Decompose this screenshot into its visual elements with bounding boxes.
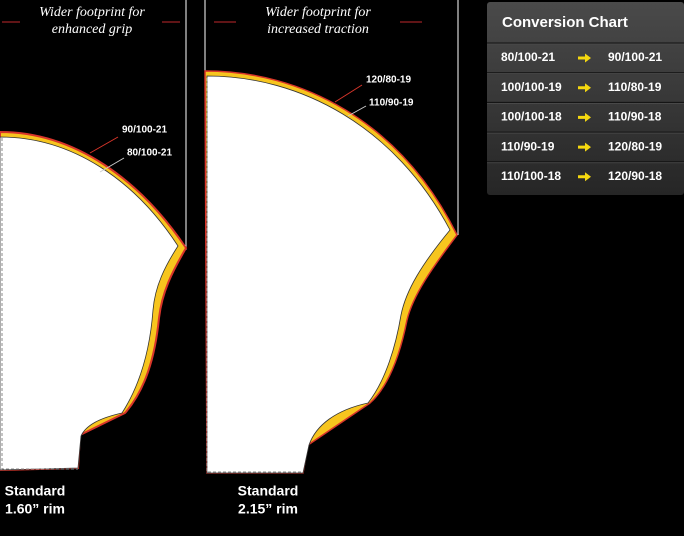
standard-tire — [206, 75, 451, 474]
to-size: 110/80-19 — [608, 80, 662, 94]
leader-line — [347, 105, 367, 117]
chart-panel — [487, 2, 684, 195]
from-size: 110/100-18 — [501, 169, 561, 183]
rim-outline — [206, 78, 302, 473]
tire-label: 90/100-21 — [122, 125, 167, 136]
leader-line — [334, 84, 363, 103]
standard-tire — [0, 136, 179, 471]
arrow — [578, 142, 591, 152]
arrow — [578, 112, 591, 122]
caption: Wider footprint for — [39, 5, 145, 20]
rim-outline — [1, 138, 78, 470]
to-size: 120/80-19 — [608, 139, 662, 153]
arrow — [578, 53, 591, 63]
conversion-chart: Conversion Chart 80/100-21 90/100-21 100/1… — [487, 2, 684, 195]
tire-label: 120/80-19 — [366, 75, 411, 86]
chart-title: Conversion Chart — [502, 14, 628, 31]
arrow — [578, 172, 591, 182]
caption: Wider footprint for — [265, 5, 371, 20]
tire-label: 110/90-19 — [369, 98, 414, 109]
leader-line — [99, 157, 125, 173]
to-size: 120/90-18 — [608, 169, 662, 183]
from-size: 100/100-18 — [501, 110, 562, 124]
caption: increased traction — [267, 22, 369, 37]
rim-label: 1.60” rim — [5, 501, 65, 517]
from-size: 80/100-21 — [501, 50, 555, 64]
rim-label: Standard — [238, 483, 299, 499]
to-size: 110/90-18 — [608, 110, 662, 124]
tire-label: 80/100-21 — [127, 148, 172, 159]
caption: enhanced grip — [52, 22, 132, 37]
rim-label: 2.15” rim — [238, 501, 298, 517]
rim-label: Standard — [5, 483, 66, 499]
to-size: 90/100-21 — [608, 50, 662, 64]
from-size: 110/90-19 — [501, 139, 555, 153]
from-size: 100/100-19 — [501, 80, 562, 94]
arrow — [578, 83, 591, 93]
leader-line — [89, 136, 119, 154]
